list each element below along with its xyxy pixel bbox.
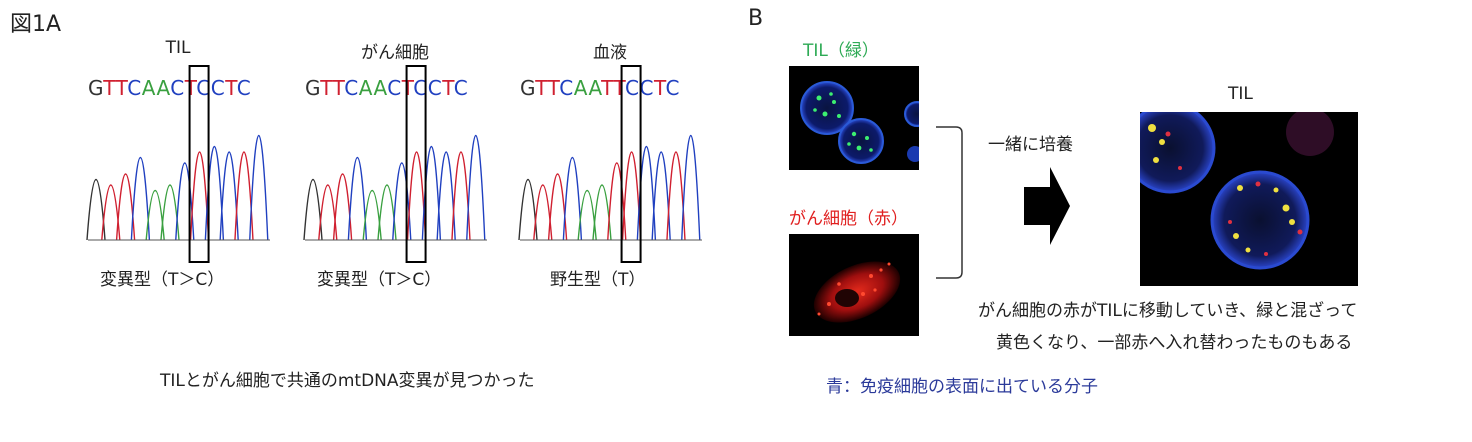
base-3: C: [344, 76, 359, 100]
base-0: G: [305, 76, 321, 100]
peak-0: [518, 179, 538, 241]
base-0: G: [520, 76, 536, 100]
base-8: C: [413, 76, 428, 100]
arrow-right-icon: [1024, 167, 1070, 245]
panel-a-caption: TILとがん細胞で共通のmtDNA変異が見つかった: [160, 371, 535, 391]
peak-9: [651, 151, 671, 241]
group-til-chromatogram: [86, 65, 270, 263]
base-2: T: [332, 76, 345, 100]
peak-6: [607, 162, 627, 241]
group-cancer-chromatogram: [303, 65, 487, 263]
group-til-title: TIL: [165, 38, 191, 58]
peak-11: [466, 135, 486, 241]
result-title: TIL: [1228, 84, 1253, 104]
coculture-label: 一緒に培養: [988, 135, 1073, 155]
base-9: C: [427, 76, 443, 100]
base-1: T: [535, 76, 548, 100]
peak-3: [562, 156, 583, 241]
peak-7: [189, 151, 210, 241]
peak-6: [175, 162, 195, 241]
result-description-line2: 黄色くなり、一部赤へ入れ替わったものもある: [996, 333, 1353, 353]
base-4: A: [358, 76, 374, 100]
base-2: T: [115, 76, 128, 100]
base-8: C: [196, 76, 211, 100]
peak-10: [666, 151, 686, 241]
peak-9: [219, 151, 239, 241]
mutation-highlight-box: [620, 65, 642, 263]
base-10: T: [225, 76, 237, 100]
peak-7: [406, 151, 427, 241]
mutation-highlight-box: [188, 65, 210, 263]
panel-a-label: 図1A: [10, 12, 62, 37]
base-7: T: [613, 76, 625, 100]
group-til-sequence: GTTCAACTCCTC: [88, 76, 251, 100]
til-micrograph: [789, 66, 919, 170]
base-10: T: [442, 76, 454, 100]
peak-11: [681, 135, 701, 241]
base-9: C: [639, 76, 654, 100]
base-4: A: [141, 76, 157, 100]
group-cancer-result: 変異型（T＞C）: [317, 270, 442, 290]
bracket: [936, 126, 963, 279]
cancer-red-label: がん細胞（赤）: [789, 209, 908, 229]
peak-3: [347, 156, 368, 241]
base-1: T: [103, 76, 116, 100]
peak-10: [234, 151, 254, 241]
base-6: C: [170, 76, 185, 100]
peak-3: [130, 156, 151, 241]
base-5: A: [588, 76, 602, 100]
group-blood-result: 野生型（T）: [550, 270, 646, 290]
base-3: C: [559, 76, 574, 100]
peak-9: [436, 151, 456, 241]
peak-0: [86, 179, 106, 241]
base-8: C: [625, 76, 640, 100]
group-blood-sequence: GTTCAATTCCTC: [520, 76, 680, 100]
result-description-line1: がん細胞の赤がTILに移動していき、緑と混ざって: [978, 301, 1358, 321]
base-2: T: [547, 76, 560, 100]
base-5: A: [373, 76, 388, 100]
group-blood-chromatogram: [518, 65, 702, 263]
base-9: C: [210, 76, 226, 100]
peak-6: [392, 162, 412, 241]
base-11: C: [236, 76, 252, 100]
base-4: A: [573, 76, 589, 100]
peak-0: [303, 179, 323, 241]
peak-11: [249, 135, 269, 241]
base-6: T: [601, 76, 614, 100]
cancer-micrograph: [789, 234, 919, 336]
base-11: C: [665, 76, 680, 100]
base-10: T: [653, 76, 666, 100]
group-cancer-sequence: GTTCAACTCCTC: [305, 76, 468, 100]
mutation-highlight-box: [405, 65, 427, 263]
group-til-result: 変異型（T＞C）: [100, 270, 225, 290]
base-11: C: [453, 76, 469, 100]
panel-b-label: B: [748, 6, 764, 31]
base-3: C: [127, 76, 142, 100]
peak-10: [451, 151, 471, 241]
group-cancer-title: がん細胞: [361, 43, 429, 63]
blue-caption: 青：免疫細胞の表面に出ている分子: [826, 377, 1098, 397]
til-green-label: TIL（緑）: [803, 41, 879, 61]
base-6: C: [387, 76, 402, 100]
base-1: T: [320, 76, 333, 100]
peak-7: [621, 151, 642, 241]
group-blood-title: 血液: [593, 43, 627, 63]
base-0: G: [88, 76, 104, 100]
result-micrograph: [1140, 112, 1358, 286]
base-5: A: [156, 76, 171, 100]
